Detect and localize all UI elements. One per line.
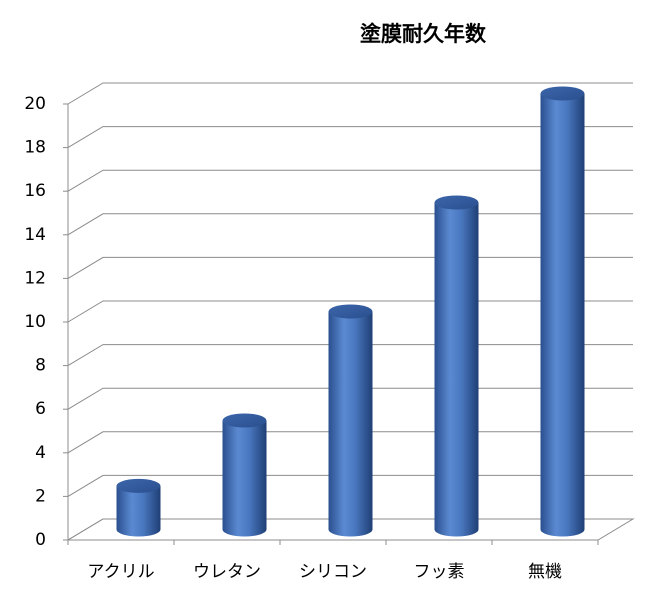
bar-top [222, 413, 267, 428]
y-tick-label: 8 [35, 356, 46, 376]
bar [222, 413, 267, 537]
bar-body [540, 93, 585, 537]
bar-body [222, 420, 267, 537]
bar [434, 195, 479, 537]
y-tick-label: 20 [24, 94, 46, 114]
y-tick-label: 10 [24, 312, 46, 332]
y-tick-label: 18 [24, 138, 46, 158]
x-tick-label: アクリル [87, 562, 154, 582]
bar [540, 86, 585, 537]
bar-top [328, 304, 373, 319]
y-tick-label: 16 [24, 181, 46, 201]
bar [116, 478, 161, 537]
bar-top [540, 86, 585, 101]
y-tick-label: 12 [24, 268, 46, 288]
bar-body [434, 202, 479, 537]
y-tick-label: 2 [35, 486, 46, 506]
y-tick-label: 14 [24, 225, 46, 245]
grid-line [67, 82, 633, 105]
bar-top [116, 478, 161, 493]
x-tick-label: 無機 [528, 562, 562, 582]
bar-body [116, 485, 161, 537]
bar-top [434, 195, 479, 210]
grid-line [67, 169, 633, 192]
bar-body [328, 311, 373, 537]
y-tick-label: 4 [35, 443, 46, 463]
chart-title: 塗膜耐久年数 [360, 22, 487, 46]
y-tick-label: 0 [35, 530, 46, 550]
x-tick-label: ウレタン [193, 562, 261, 582]
bar [328, 304, 373, 537]
y-tick-label: 6 [35, 399, 46, 419]
grid-line [67, 126, 633, 149]
x-tick-label: フッ素 [414, 562, 465, 582]
x-tick-label: シリコン [299, 562, 367, 582]
